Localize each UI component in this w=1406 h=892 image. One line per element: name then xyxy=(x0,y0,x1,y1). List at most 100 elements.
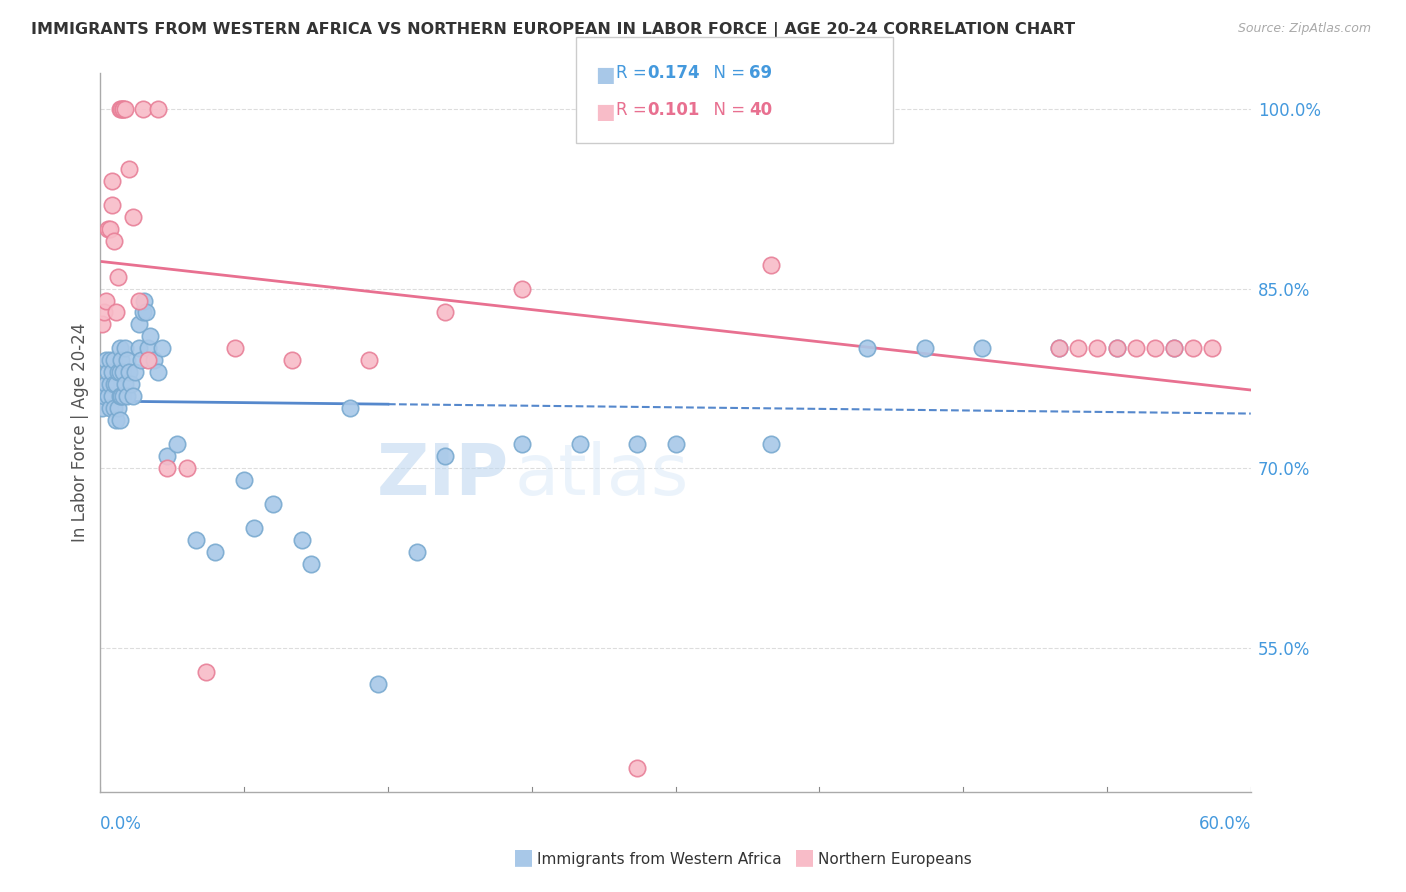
Point xyxy=(101,365,124,379)
Text: R =: R = xyxy=(616,64,652,82)
Point xyxy=(98,377,121,392)
Point xyxy=(1163,342,1185,356)
Point xyxy=(204,545,226,559)
Point xyxy=(405,545,427,559)
Point xyxy=(124,365,146,379)
Point xyxy=(761,437,783,451)
Point xyxy=(1105,342,1128,356)
Point xyxy=(626,437,648,451)
Text: 60.0%: 60.0% xyxy=(1198,815,1251,833)
Point xyxy=(357,353,380,368)
Text: ZIP: ZIP xyxy=(377,441,509,510)
Point xyxy=(97,365,120,379)
Point xyxy=(1047,342,1070,356)
Point xyxy=(224,342,246,356)
Point xyxy=(156,449,179,463)
Point xyxy=(434,305,457,319)
Point xyxy=(150,342,173,356)
Point xyxy=(166,437,188,451)
Text: 69: 69 xyxy=(749,64,772,82)
Point xyxy=(112,102,135,116)
Point xyxy=(434,449,457,463)
Text: 0.101: 0.101 xyxy=(647,101,699,119)
Point xyxy=(94,377,117,392)
Point xyxy=(128,293,150,308)
Point xyxy=(104,377,127,392)
Point xyxy=(104,413,127,427)
Point xyxy=(112,102,135,116)
Text: N =: N = xyxy=(703,101,751,119)
Point xyxy=(115,353,138,368)
Point xyxy=(114,377,136,392)
Point xyxy=(291,533,314,547)
Point xyxy=(91,401,114,416)
Point xyxy=(176,461,198,475)
Point xyxy=(93,305,115,319)
Point xyxy=(108,389,131,403)
Text: 0.0%: 0.0% xyxy=(100,815,142,833)
Point xyxy=(262,497,284,511)
Point xyxy=(1125,342,1147,356)
Text: ■: ■ xyxy=(595,65,614,85)
Point xyxy=(146,102,169,116)
Point xyxy=(510,437,533,451)
Point xyxy=(856,342,879,356)
Point xyxy=(110,389,132,403)
Point xyxy=(761,258,783,272)
Point xyxy=(626,760,648,774)
Point xyxy=(1163,342,1185,356)
Text: ■: ■ xyxy=(595,102,614,121)
Point xyxy=(122,389,145,403)
Point xyxy=(134,293,156,308)
Point xyxy=(114,102,136,116)
Point xyxy=(101,389,124,403)
Text: Northern Europeans: Northern Europeans xyxy=(818,852,972,867)
Point xyxy=(146,365,169,379)
Point xyxy=(101,174,124,188)
Point xyxy=(108,413,131,427)
Text: Immigrants from Western Africa: Immigrants from Western Africa xyxy=(537,852,782,867)
Point xyxy=(94,293,117,308)
Point xyxy=(136,353,159,368)
Point xyxy=(367,677,389,691)
Point xyxy=(129,353,152,368)
Point xyxy=(94,353,117,368)
Point xyxy=(103,401,125,416)
Text: Source: ZipAtlas.com: Source: ZipAtlas.com xyxy=(1237,22,1371,36)
Text: 40: 40 xyxy=(749,101,772,119)
Text: N =: N = xyxy=(703,64,751,82)
Point xyxy=(103,353,125,368)
Text: R =: R = xyxy=(616,101,652,119)
Point xyxy=(1201,342,1223,356)
Point xyxy=(122,210,145,224)
Point xyxy=(97,389,120,403)
Point xyxy=(339,401,361,416)
Point xyxy=(107,269,129,284)
Point xyxy=(97,221,120,235)
Point xyxy=(1105,342,1128,356)
Point xyxy=(110,102,132,116)
Point xyxy=(131,305,153,319)
Point xyxy=(510,281,533,295)
Point xyxy=(93,389,115,403)
Point xyxy=(131,102,153,116)
Point xyxy=(118,161,141,176)
Point xyxy=(115,389,138,403)
Point xyxy=(98,221,121,235)
Text: IMMIGRANTS FROM WESTERN AFRICA VS NORTHERN EUROPEAN IN LABOR FORCE | AGE 20-24 C: IMMIGRANTS FROM WESTERN AFRICA VS NORTHE… xyxy=(31,22,1076,38)
Point xyxy=(186,533,208,547)
Point xyxy=(139,329,162,343)
Point xyxy=(664,437,686,451)
Text: ■: ■ xyxy=(513,847,534,867)
Point xyxy=(107,365,129,379)
Point xyxy=(242,521,264,535)
Point xyxy=(143,353,166,368)
Point xyxy=(136,342,159,356)
Point xyxy=(98,353,121,368)
Point xyxy=(108,342,131,356)
Point xyxy=(107,401,129,416)
Point xyxy=(118,365,141,379)
Point xyxy=(568,437,591,451)
Point xyxy=(233,473,256,487)
Point xyxy=(112,389,135,403)
